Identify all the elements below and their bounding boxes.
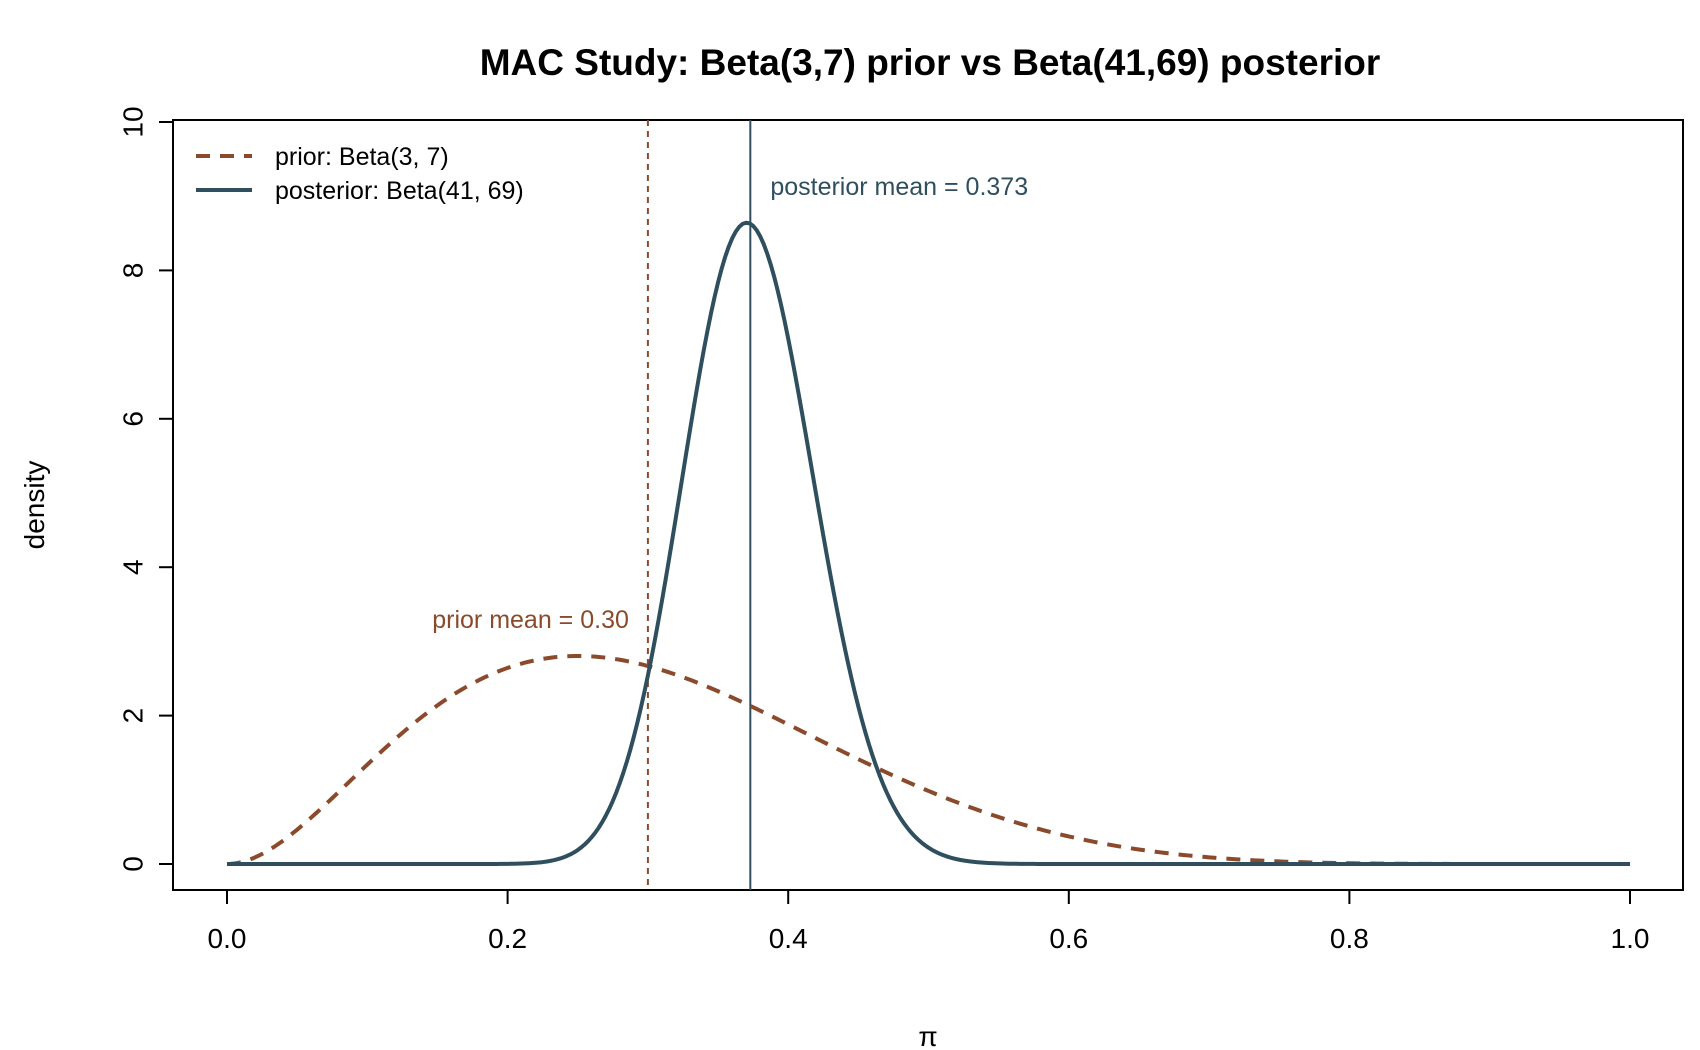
y-tick-label: 2 <box>117 708 148 724</box>
annotation-layer: prior mean = 0.30 posterior mean = 0.373 <box>432 173 1028 634</box>
x-tick-label: 0.0 <box>208 923 247 954</box>
chart-title: MAC Study: Beta(3,7) prior vs Beta(41,69… <box>480 42 1381 83</box>
y-axis-label: density <box>19 461 50 550</box>
posterior-curve <box>227 220 1630 866</box>
prior-curve <box>226 654 1630 866</box>
y-tick-label: 0 <box>117 856 148 872</box>
y-tick-label: 4 <box>117 559 148 575</box>
x-tick-label: 0.6 <box>1049 923 1088 954</box>
y-tick-label: 8 <box>117 263 148 279</box>
plot-frame <box>172 119 1684 891</box>
x-tick-label: 0.8 <box>1330 923 1369 954</box>
x-axis-label: π <box>918 1021 937 1050</box>
legend: prior: Beta(3, 7) posterior: Beta(41, 69) <box>196 143 524 205</box>
y-tick-label: 6 <box>117 411 148 427</box>
x-tick-label: 0.2 <box>488 923 527 954</box>
prior-mean-label: prior mean = 0.30 <box>432 606 629 634</box>
y-axis: 0 2 4 6 8 10 <box>117 106 174 872</box>
x-tick-label: 0.4 <box>769 923 808 954</box>
y-tick-label: 10 <box>117 106 148 137</box>
x-axis: 0.0 0.2 0.4 0.6 0.8 1.0 <box>208 889 1650 954</box>
posterior-mean-label: posterior mean = 0.373 <box>770 173 1028 201</box>
series-layer <box>226 220 1630 866</box>
x-tick-label: 1.0 <box>1611 923 1650 954</box>
legend-prior-label: prior: Beta(3, 7) <box>275 143 449 171</box>
legend-posterior-label: posterior: Beta(41, 69) <box>275 177 524 205</box>
mean-reference-lines <box>646 120 752 890</box>
